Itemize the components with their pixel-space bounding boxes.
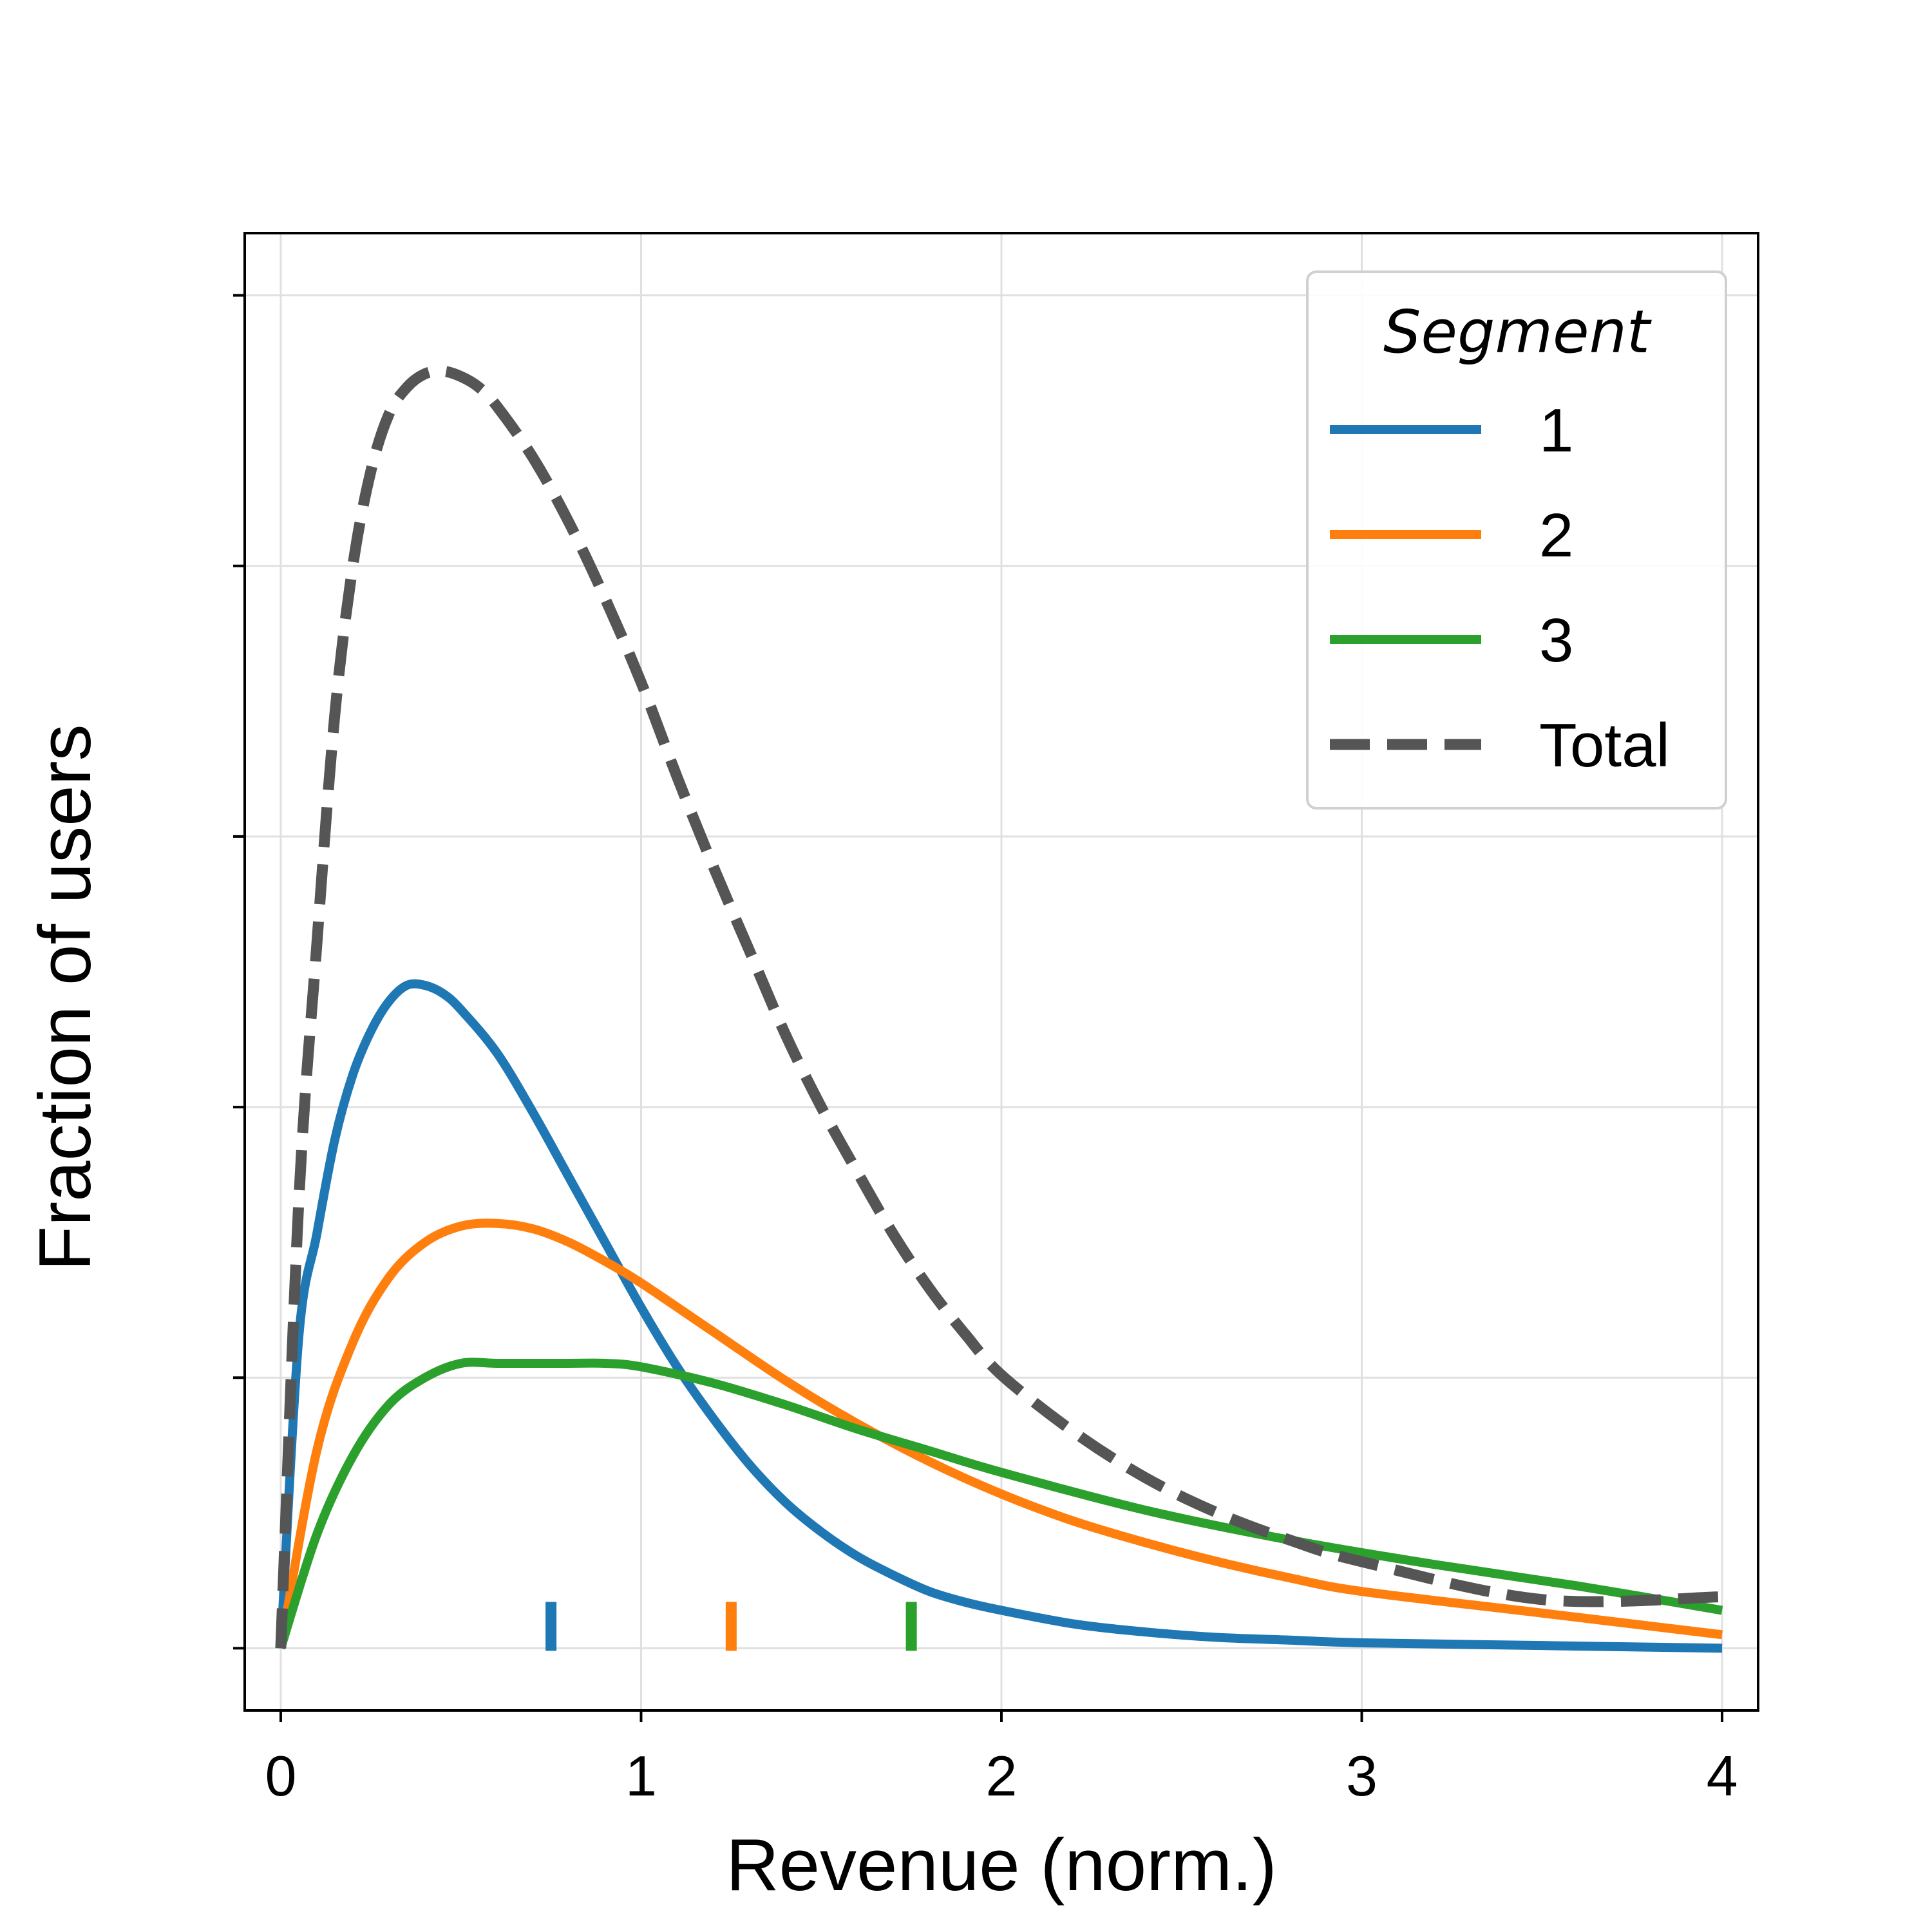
legend-label-2: 2	[1539, 501, 1573, 570]
mean-markers	[545, 1602, 917, 1651]
series-line-1	[276, 979, 1723, 1653]
x-tick-label: 3	[1346, 1744, 1378, 1808]
series-line-2	[276, 1218, 1723, 1649]
x-tick-label: 2	[986, 1744, 1018, 1808]
axis-ticks: 0 1 2 3 4	[233, 294, 1738, 1808]
legend-title: Segment	[1383, 298, 1652, 366]
legend-box	[1306, 270, 1727, 810]
x-tick-label: 0	[265, 1744, 296, 1808]
y-axis-label: Fraction of users	[24, 724, 106, 1271]
series-line-total	[275, 365, 1723, 1649]
x-axis-label: Revenue (norm.)	[726, 1824, 1276, 1906]
legend-label-total: Total	[1539, 711, 1670, 780]
series-layer	[275, 365, 1723, 1653]
series-line-3	[276, 1358, 1723, 1650]
legend: Segment 1 2 3 Total	[1306, 270, 1727, 810]
x-tick-label: 1	[625, 1744, 657, 1808]
legend-label-1: 1	[1539, 396, 1573, 465]
legend-label-3: 3	[1539, 606, 1573, 675]
x-tick-label: 4	[1707, 1744, 1738, 1808]
